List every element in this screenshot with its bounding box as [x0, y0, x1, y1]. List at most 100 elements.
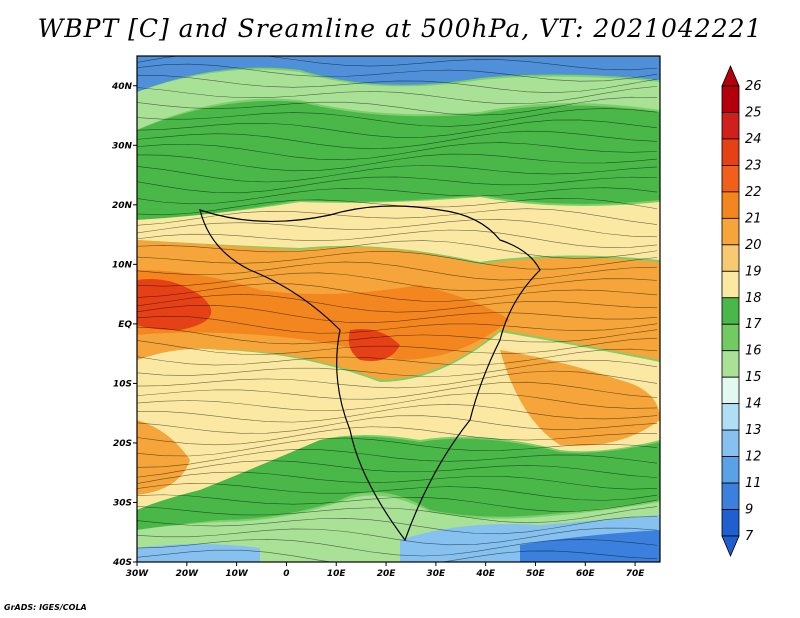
streamline	[137, 261, 658, 281]
streamline	[137, 415, 658, 434]
streamline	[137, 337, 658, 355]
colorbar-label: 11	[745, 476, 762, 491]
colorbar-label: 23	[745, 158, 762, 173]
colorbar-label: 9	[745, 503, 753, 518]
streamline	[137, 176, 658, 194]
streamline	[137, 305, 658, 324]
streamline	[137, 219, 658, 238]
streamline	[137, 483, 658, 501]
lat-tick-label: 10S	[113, 379, 132, 389]
streamline	[137, 449, 658, 468]
chart-title: WBPT [C] and Sreamline at 500hPa, VT: 20…	[37, 14, 763, 43]
colorbar-segment	[721, 350, 740, 378]
colorbar-label: 12	[745, 450, 762, 465]
lon-tick-label: 0	[283, 569, 289, 579]
lon-tick-label: 10E	[327, 569, 347, 579]
lon-tick-label: 30W	[126, 569, 150, 579]
colorbar-label: 22	[745, 185, 762, 200]
streamline	[137, 56, 658, 71]
streamline	[137, 198, 658, 216]
colorbar-label: 18	[745, 291, 762, 306]
colorbar-label: 16	[745, 344, 762, 359]
colorbar-segment	[721, 138, 740, 166]
colorbar: 26 25 24 23 22 21 20 19 18 17 16 15 14 13 12 11 9 7	[721, 64, 762, 558]
wbpt-field	[137, 56, 660, 562]
streamline	[137, 326, 658, 345]
streamline	[137, 119, 658, 138]
streamline	[137, 370, 658, 389]
colorbar-segment	[721, 403, 740, 431]
lat-tick-label: 20S	[113, 439, 132, 449]
streamline	[137, 293, 658, 313]
colorbar-segment	[721, 297, 740, 325]
colorbar-label: 19	[745, 264, 762, 279]
streamline	[137, 63, 658, 82]
streamline	[137, 549, 658, 562]
colorbar-segment	[721, 112, 740, 140]
colorbar-segment	[721, 482, 740, 510]
lat-tick-label: 10N	[112, 260, 133, 270]
streamline	[137, 86, 658, 105]
lon-tick-label: 20W	[176, 569, 200, 579]
streamline	[137, 96, 658, 116]
lon-tick-label: 30E	[427, 569, 447, 579]
streamline	[137, 142, 658, 161]
colorbar-label: 21	[745, 211, 762, 226]
streamline	[137, 539, 658, 557]
colorbar-segment	[721, 429, 740, 457]
colorbar-max-arrow	[721, 64, 740, 87]
lon-tick-label: 70E	[626, 569, 646, 579]
colorbar-segment	[721, 191, 740, 219]
streamline	[137, 315, 658, 334]
lat-tick-label: EQ	[118, 320, 132, 330]
lon-tick-label: 60E	[576, 569, 596, 579]
colorbar-segment	[721, 270, 740, 299]
streamline	[137, 392, 658, 412]
streamline	[137, 153, 658, 172]
colorbar-segment	[721, 509, 740, 537]
colorbar-label: 13	[745, 423, 762, 438]
colorbar-min-arrow	[721, 535, 740, 558]
streamline	[137, 516, 658, 535]
colorbar-segment	[721, 323, 740, 352]
lat-tick-label: 30N	[112, 141, 133, 151]
africa-coastline	[199, 205, 541, 542]
streamline	[137, 272, 658, 292]
streamlines	[137, 56, 658, 562]
colorbar-label: 24	[745, 132, 762, 147]
streamline	[137, 381, 658, 400]
colorbar-segment	[721, 165, 740, 193]
lon-tick-label: 50E	[526, 569, 546, 579]
colorbar-label: 14	[745, 397, 762, 412]
map-axes: 30W 20W 10W 0 10E 20E 30E 40E 50E 60E 70E 40N 30N 20N…	[111, 82, 645, 579]
streamline	[137, 460, 658, 478]
colorbar-segment	[721, 244, 740, 272]
colorbar-label: 7	[745, 529, 754, 544]
streamline	[137, 527, 658, 546]
colorbar-segment	[721, 376, 740, 405]
lon-tick-label: 40E	[475, 569, 496, 579]
colorbar-segment	[721, 456, 740, 484]
colorbar-label: 17	[745, 317, 762, 332]
streamline	[137, 251, 658, 270]
lat-tick-label: 20N	[112, 201, 133, 211]
streamline	[137, 108, 658, 127]
streamline	[137, 229, 658, 248]
streamline	[137, 437, 658, 457]
streamline	[137, 165, 658, 183]
streamline	[137, 187, 658, 205]
streamline	[137, 348, 658, 366]
colorbar-label: 25	[745, 105, 762, 120]
lat-tick-label: 40S	[112, 558, 132, 568]
streamline	[137, 359, 658, 377]
credit-label: GrADS: IGES/COLA	[4, 603, 87, 612]
plot-frame	[136, 55, 661, 563]
streamline	[137, 506, 658, 524]
lat-tick-label: 30S	[113, 498, 132, 508]
colorbar-label: 15	[745, 370, 762, 385]
streamline	[137, 404, 658, 423]
streamline	[137, 471, 658, 490]
streamline	[137, 426, 658, 446]
colorbar-label: 20	[745, 238, 762, 253]
